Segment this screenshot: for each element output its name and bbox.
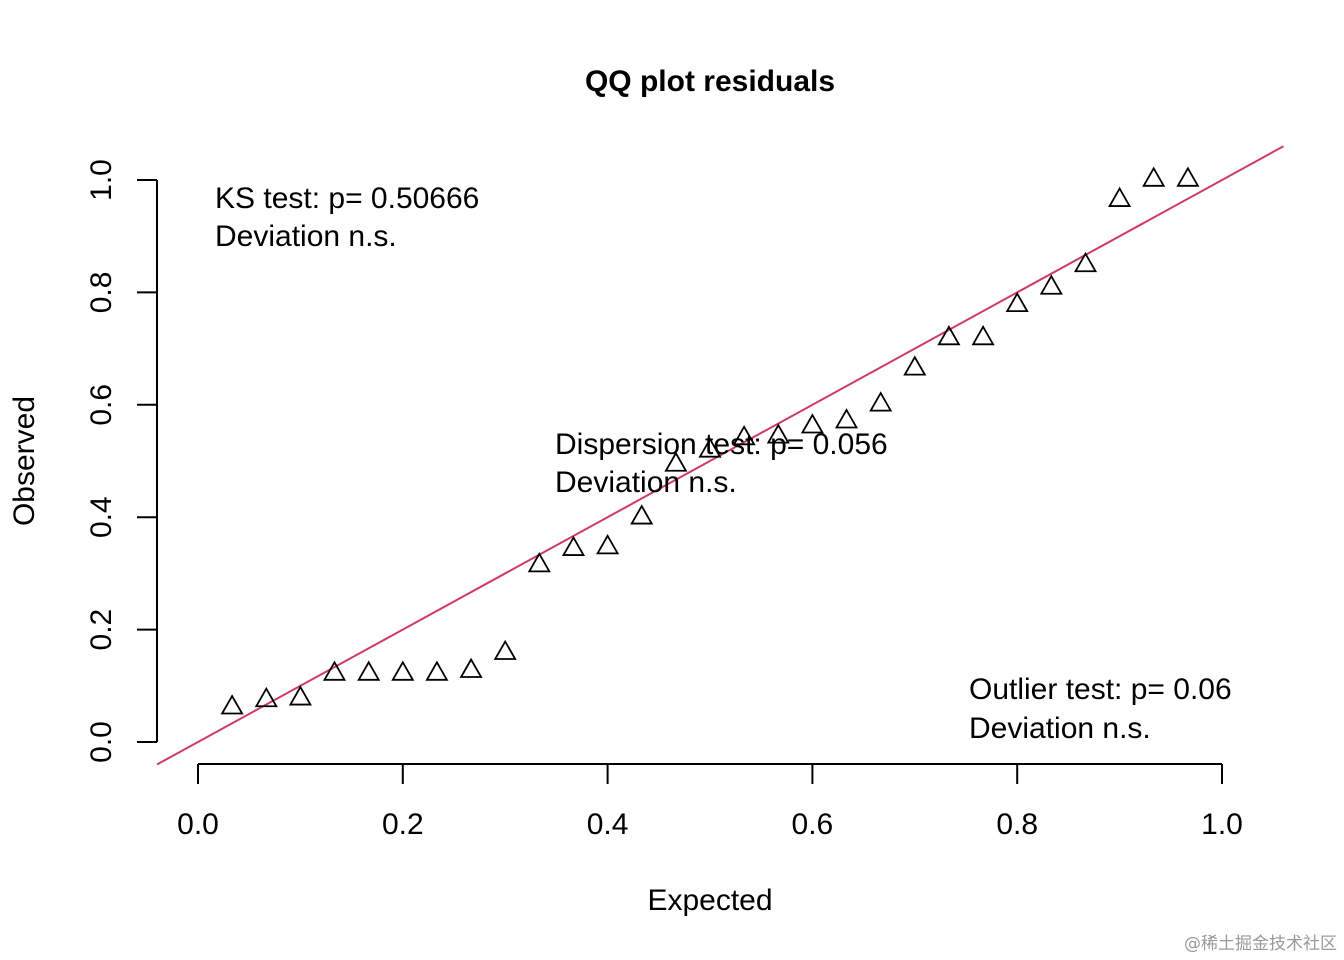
data-point bbox=[596, 534, 620, 555]
y-tick-label: 0.4 bbox=[85, 496, 118, 538]
data-point bbox=[732, 425, 756, 446]
y-tick-label: 0.2 bbox=[85, 609, 118, 651]
plot-area bbox=[156, 145, 1284, 766]
data-point bbox=[869, 391, 893, 412]
data-point bbox=[391, 660, 415, 681]
data-point bbox=[1176, 166, 1200, 187]
x-tick-label: 0.2 bbox=[382, 808, 424, 841]
data-point bbox=[1108, 186, 1132, 207]
data-point bbox=[322, 660, 347, 681]
y-tick-label: 0.6 bbox=[85, 384, 118, 426]
x-tick-label: 1.0 bbox=[1201, 808, 1243, 841]
axes: 0.0 0.2 0.4 0.6 0.8 1.0 0.0 0.2 0.4 0.6 0.8 1.0 bbox=[85, 159, 1243, 841]
ks-deviation-text: Deviation n.s. bbox=[215, 220, 397, 253]
data-point bbox=[766, 423, 790, 444]
y-tick-label: 0.0 bbox=[85, 721, 118, 763]
data-point bbox=[425, 660, 449, 681]
x-tick-label: 0.8 bbox=[996, 808, 1038, 841]
data-point bbox=[527, 552, 551, 573]
data-point bbox=[288, 685, 312, 706]
data-point bbox=[220, 694, 244, 715]
dispersion-deviation-text: Deviation n.s. bbox=[555, 466, 737, 499]
data-point bbox=[1005, 291, 1029, 313]
x-tick-label: 0.6 bbox=[792, 808, 834, 841]
data-point bbox=[1073, 251, 1098, 273]
data-point bbox=[357, 660, 381, 681]
y-ticks: 0.0 0.2 0.4 0.6 0.8 1.0 bbox=[85, 159, 157, 763]
outlier-test-text: Outlier test: p= 0.06 bbox=[969, 673, 1232, 706]
data-point bbox=[903, 355, 927, 376]
data-point bbox=[630, 504, 654, 525]
data-point bbox=[254, 686, 278, 708]
outlier-test-annotation: Outlier test: p= 0.06 Deviation n.s. bbox=[969, 673, 1232, 745]
data-point bbox=[459, 657, 483, 678]
data-point bbox=[800, 413, 824, 434]
x-tick-label: 0.0 bbox=[177, 808, 219, 841]
data-point bbox=[698, 437, 722, 458]
outlier-deviation-text: Deviation n.s. bbox=[969, 712, 1151, 745]
dispersion-test-text: Dispersion test: p= 0.056 bbox=[555, 428, 888, 461]
watermark: @稀土掘金技术社区 bbox=[1184, 934, 1337, 954]
data-point bbox=[561, 535, 586, 556]
y-tick-label: 1.0 bbox=[85, 159, 118, 201]
y-axis-label: Observed bbox=[8, 396, 41, 526]
data-point bbox=[1039, 274, 1063, 295]
dispersion-test-annotation: Dispersion test: p= 0.056 Deviation n.s. bbox=[555, 428, 888, 499]
x-ticks: 0.0 0.2 0.4 0.6 0.8 1.0 bbox=[177, 764, 1243, 841]
x-tick-label: 0.4 bbox=[587, 808, 629, 841]
ks-test-annotation: KS test: p= 0.50666 Deviation n.s. bbox=[215, 182, 479, 253]
data-point bbox=[664, 451, 688, 472]
data-point bbox=[834, 408, 859, 429]
data-point bbox=[971, 324, 995, 346]
data-point bbox=[937, 324, 961, 346]
ks-test-text: KS test: p= 0.50666 bbox=[215, 182, 479, 215]
data-point bbox=[493, 639, 517, 660]
data-points bbox=[220, 166, 1200, 715]
data-point bbox=[1142, 166, 1166, 187]
chart-title: QQ plot residuals bbox=[585, 65, 835, 98]
x-axis-label: Expected bbox=[647, 884, 772, 917]
y-tick-label: 0.8 bbox=[85, 272, 118, 314]
